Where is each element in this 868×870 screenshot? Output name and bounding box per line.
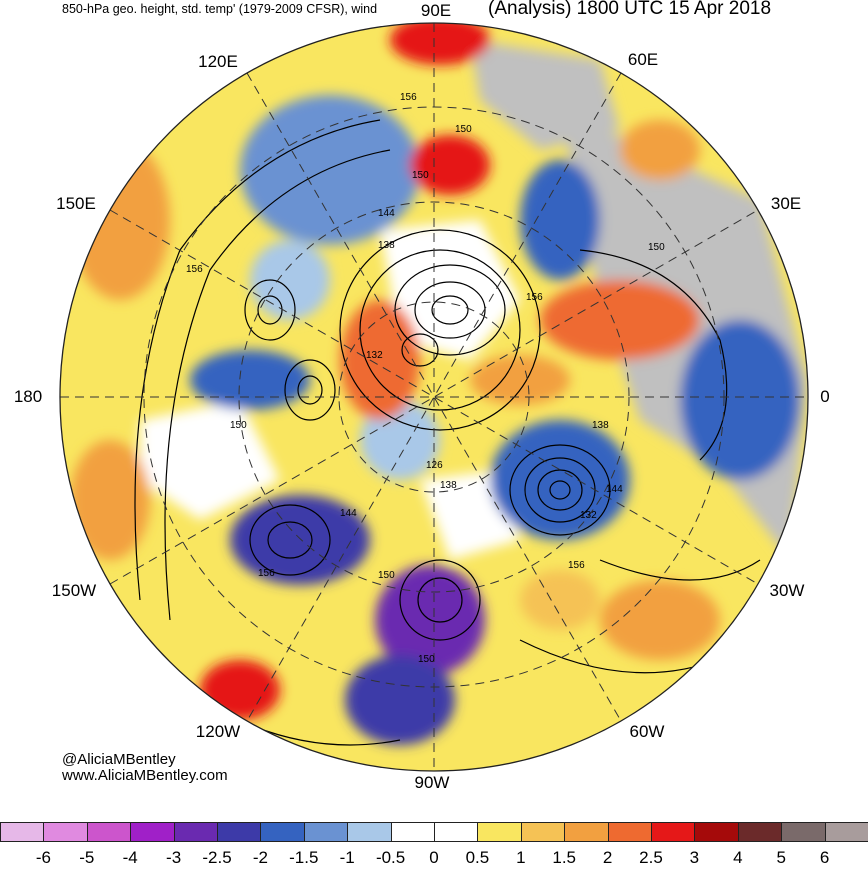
lon-label-120e: 120E: [198, 52, 238, 71]
contour-label: 156: [526, 292, 543, 303]
colorbar-tick-label: -2.5: [202, 848, 232, 867]
colorbar-tick-label: -3: [166, 848, 182, 867]
colorbar-swatch: [173, 822, 218, 842]
colorbar-tick-label: 2: [602, 848, 613, 867]
contour-label: 156: [258, 568, 275, 579]
colorbar-swatch: [607, 822, 652, 842]
author-website[interactable]: www.AliciaMBentley.com: [62, 767, 228, 784]
lon-label-90w: 90W: [414, 773, 450, 792]
colorbar-swatch: [564, 822, 609, 842]
colorbar-tick-label: 0: [429, 848, 439, 867]
author-handle: @AliciaMBentley: [62, 751, 176, 768]
contour-label: 126: [426, 460, 443, 471]
credit-block: @AliciaMBentley www.AliciaMBentley.com: [62, 752, 228, 784]
lon-label-150w: 150W: [51, 581, 97, 600]
colorbar-swatch: [217, 822, 262, 842]
colorbar-tick-label: -1: [339, 848, 355, 867]
contour-label: 150: [455, 124, 472, 135]
colorbar-tick-label: 3: [689, 848, 700, 867]
colorbar-tick-label: 1: [516, 848, 526, 867]
lon-label-60w: 60W: [629, 722, 665, 741]
contour-label: 156: [400, 92, 417, 103]
colorbar-tick-label: 0.5: [465, 848, 490, 867]
map-title: 850-hPa geo. height, std. temp' (1979-20…: [62, 2, 378, 16]
colorbar-swatch: [824, 822, 868, 842]
lon-label-0: 0: [820, 387, 830, 406]
colorbar-swatch: [130, 822, 175, 842]
contour-label: 144: [340, 508, 357, 519]
colorbar-swatch: [260, 822, 305, 842]
colorbar-tick-label: 2.5: [639, 848, 663, 867]
colorbar-tick-label: -6: [35, 848, 51, 867]
lon-label-180: 180: [13, 387, 43, 406]
colorbar-tick-label: 6: [819, 848, 830, 867]
contour-label: 150: [418, 654, 435, 665]
colorbar-swatch: [86, 822, 132, 842]
colorbar-tick-label: -5: [79, 848, 95, 867]
lon-label-30e: 30E: [770, 194, 802, 213]
contour-label: 156: [186, 264, 203, 275]
contour-label: 144: [606, 484, 623, 495]
colorbar-swatch: [694, 822, 739, 842]
colorbar-swatch: [390, 822, 435, 842]
contour-label: 132: [580, 510, 597, 521]
colorbar-tick-label: 4: [733, 848, 743, 867]
contour-label: 156: [568, 560, 585, 571]
colorbar-tick-label: -1.5: [289, 848, 319, 867]
colorbar: -6 -5 -4 -3 -2.5 -2 -1.5 -1 -0.5 0 0.5 1 1.5 2 2.5 3 4 5 6: [0, 822, 868, 867]
map-boundary: [59, 22, 809, 772]
colorbar-swatch: [737, 822, 783, 842]
contour-label: 138: [378, 240, 395, 251]
colorbar-tick-label: -4: [122, 848, 138, 867]
colorbar-swatch: [520, 822, 566, 842]
contour-label-group: 156 150 144 138 150 156 132 150 138 144 …: [186, 92, 665, 665]
colorbar-tick-label: 1.5: [552, 848, 577, 867]
contour-label: 150: [412, 170, 429, 181]
colorbar-swatch: [651, 822, 696, 842]
colorbar-tick-label: -0.5: [375, 848, 406, 867]
lon-label-90e: 90E: [420, 1, 452, 20]
contour-label: 150: [378, 570, 395, 581]
colorbar-swatch: [347, 822, 392, 842]
graticule: [60, 23, 808, 771]
lon-label-150e: 150E: [56, 194, 96, 213]
colorbar-tick-label: 5: [776, 848, 786, 867]
contour-label: 138: [592, 420, 609, 431]
lon-label-60e: 60E: [627, 50, 659, 69]
colorbar-tick-label: -2: [252, 848, 268, 867]
colorbar-swatch: [43, 822, 88, 842]
contour-label: 144: [378, 208, 395, 219]
contour-label: 150: [230, 420, 247, 431]
contour-label: 150: [648, 242, 665, 253]
contour-label: 138: [440, 480, 457, 491]
colorbar-swatch: [0, 822, 45, 842]
valid-time: (Analysis) 1800 UTC 15 Apr 2018: [488, 0, 772, 19]
colorbar-swatch: [303, 822, 349, 842]
height-contours: [134, 119, 761, 746]
lon-label-30w: 30W: [769, 581, 805, 600]
contour-label: 132: [366, 350, 383, 361]
colorbar-swatch: [434, 822, 479, 842]
colorbar-swatch: [477, 822, 522, 842]
colorbar-swatch: [781, 822, 826, 842]
lon-label-120w: 120W: [195, 722, 241, 741]
